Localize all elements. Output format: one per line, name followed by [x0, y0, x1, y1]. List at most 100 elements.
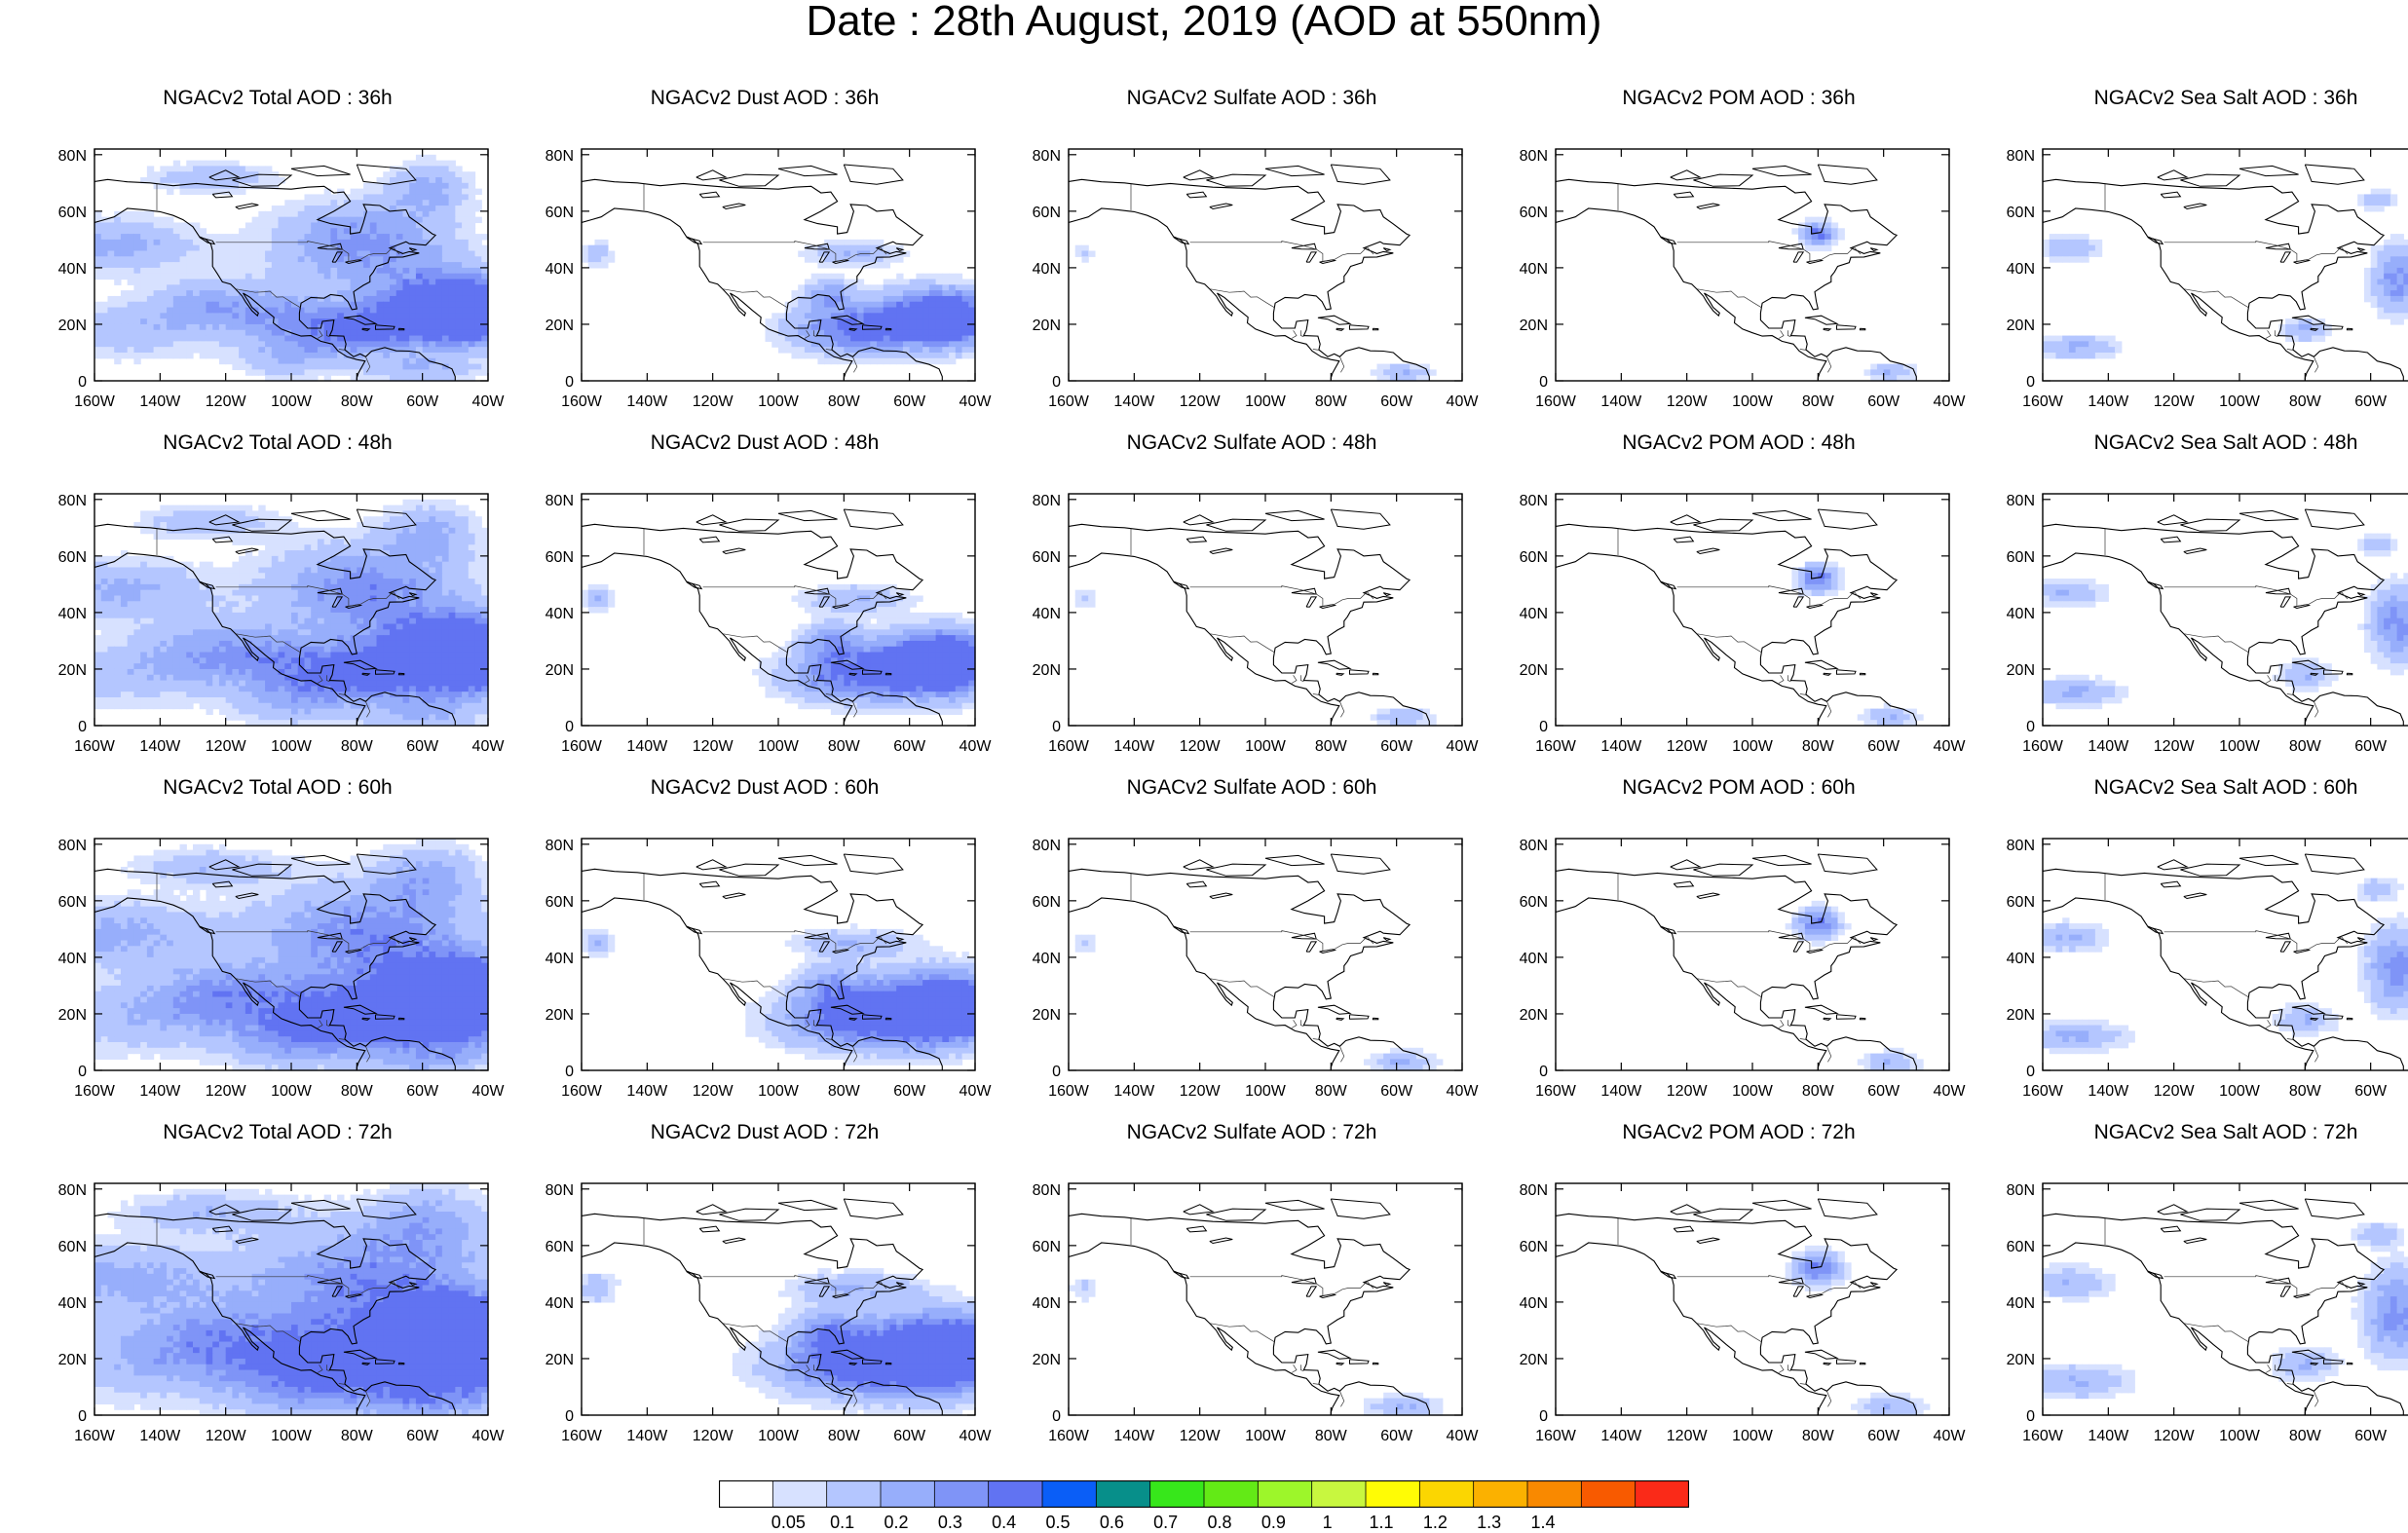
x-tick-label: 80W: [1315, 1083, 1348, 1100]
x-tick-label: 80W: [2289, 1428, 2322, 1444]
y-tick-label: 0: [1052, 374, 1061, 391]
y-tick-label: 40N: [546, 606, 574, 622]
y-tick-label: 60N: [1520, 205, 1548, 221]
x-tick-label: 100W: [1732, 1428, 1774, 1444]
y-tick-label: 60N: [546, 894, 574, 911]
x-tick-label: 100W: [758, 393, 800, 410]
y-tick-label: 20N: [2007, 1352, 2035, 1368]
colorbar-swatch: [1150, 1481, 1205, 1507]
aod-field: [1069, 1280, 1443, 1416]
coastlines: [1556, 1199, 1916, 1415]
y-tick-label: 60N: [1520, 1239, 1548, 1255]
x-tick-label: 40W: [472, 393, 506, 410]
y-tick-label: 40N: [1520, 261, 1548, 278]
colorbar-swatch: [1096, 1481, 1150, 1507]
x-tick-label: 140W: [2088, 393, 2129, 410]
x-tick-label: 160W: [1535, 738, 1577, 755]
y-tick-label: 60N: [1520, 549, 1548, 566]
y-tick-label: 60N: [2007, 205, 2035, 221]
x-tick-label: 120W: [2154, 1083, 2196, 1100]
x-tick-label: 100W: [1245, 1428, 1287, 1444]
x-tick-label: 100W: [758, 738, 800, 755]
x-tick-label: 160W: [74, 1428, 116, 1444]
panel-title: NGACv2 POM AOD : 60h: [1508, 775, 1970, 801]
y-tick-label: 60N: [58, 205, 87, 221]
y-tick-label: 40N: [2007, 1295, 2035, 1312]
x-tick-label: 40W: [1934, 1428, 1967, 1444]
x-tick-label: 120W: [1180, 393, 1222, 410]
coastlines: [1069, 854, 1429, 1070]
x-tick-label: 60W: [406, 393, 439, 410]
x-tick-label: 140W: [2088, 1083, 2129, 1100]
x-tick-label: 120W: [693, 1083, 734, 1100]
panel-title: NGACv2 Sulfate AOD : 48h: [1021, 430, 1483, 456]
y-tick-label: 0: [78, 1064, 87, 1080]
x-tick-label: 160W: [1048, 738, 1090, 755]
x-tick-label: 140W: [1113, 1428, 1155, 1444]
colorbar-swatch: [989, 1481, 1043, 1507]
colorbar-label: 0.6: [1100, 1512, 1124, 1533]
x-tick-label: 100W: [271, 738, 313, 755]
y-tick-label: 20N: [58, 1007, 87, 1024]
y-tick-label: 40N: [1033, 951, 1061, 967]
y-tick-label: 0: [2026, 374, 2035, 391]
x-tick-label: 80W: [828, 1428, 861, 1444]
y-tick-label: 0: [565, 374, 574, 391]
x-tick-label: 140W: [626, 393, 668, 410]
y-tick-label: 40N: [1033, 261, 1061, 278]
colorbar-swatch: [1258, 1481, 1312, 1507]
colorbar-swatch: [1474, 1481, 1528, 1507]
x-tick-label: 160W: [561, 1428, 603, 1444]
x-tick-label: 100W: [1732, 393, 1774, 410]
y-tick-label: 0: [1052, 1408, 1061, 1425]
colorbar-swatch: [881, 1481, 935, 1507]
y-tick-label: 80N: [58, 493, 87, 509]
y-tick-label: 20N: [546, 662, 574, 679]
y-tick-label: 80N: [1033, 1182, 1061, 1199]
x-tick-label: 120W: [2154, 1428, 2196, 1444]
y-tick-label: 0: [565, 1408, 574, 1425]
x-tick-label: 80W: [2289, 393, 2322, 410]
y-tick-label: 60N: [58, 1239, 87, 1255]
y-tick-label: 0: [1052, 1064, 1061, 1080]
y-tick-label: 60N: [1033, 894, 1061, 911]
y-tick-label: 40N: [58, 1295, 87, 1312]
y-tick-label: 40N: [58, 951, 87, 967]
x-tick-label: 140W: [1113, 738, 1155, 755]
y-tick-label: 60N: [1520, 894, 1548, 911]
y-tick-label: 40N: [1520, 1295, 1548, 1312]
coastlines: [1556, 854, 1916, 1070]
x-tick-label: 140W: [139, 1428, 181, 1444]
y-tick-label: 20N: [1520, 662, 1548, 679]
x-tick-label: 140W: [2088, 1428, 2129, 1444]
panel-title: NGACv2 Dust AOD : 36h: [534, 86, 996, 111]
x-tick-label: 160W: [2022, 738, 2064, 755]
aod-field: [1075, 935, 1444, 1071]
x-tick-label: 100W: [2219, 738, 2261, 755]
x-tick-label: 60W: [2354, 1428, 2388, 1444]
x-tick-label: 120W: [1667, 738, 1709, 755]
colorbar-swatch: [772, 1481, 827, 1507]
y-tick-label: 60N: [2007, 894, 2035, 911]
aod-field: [1075, 245, 1437, 382]
x-tick-label: 40W: [1447, 1083, 1480, 1100]
x-tick-label: 160W: [2022, 1083, 2064, 1100]
colorbar-swatch: [1204, 1481, 1259, 1507]
x-tick-label: 100W: [1245, 393, 1287, 410]
x-tick-label: 120W: [2154, 738, 2196, 755]
y-tick-label: 0: [2026, 719, 2035, 735]
y-tick-label: 80N: [1033, 148, 1061, 165]
aod-field: [2043, 1223, 2408, 1400]
x-tick-label: 40W: [959, 1428, 993, 1444]
panel-title: NGACv2 Total AOD : 60h: [47, 775, 508, 801]
colorbar-swatch: [1527, 1481, 1582, 1507]
colorbar-label: 0.8: [1207, 1512, 1231, 1533]
x-tick-label: 120W: [2154, 393, 2196, 410]
